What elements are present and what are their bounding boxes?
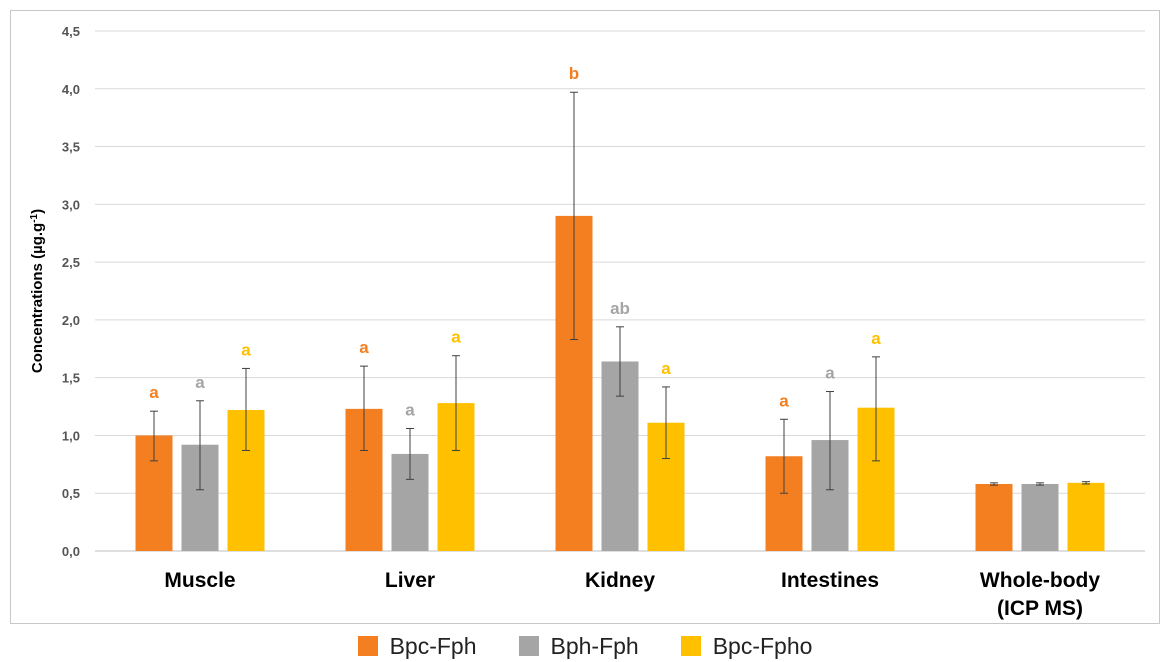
- legend-swatch-bph-fph: [518, 636, 539, 656]
- legend-item-bph-fph: Bph-Fph: [518, 632, 639, 660]
- y-tick-label: 3,5: [62, 140, 80, 155]
- bar: [975, 483, 1013, 551]
- y-tick-label: 3,0: [62, 197, 80, 212]
- legend-item-bpc-fpho: Bpc-Fpho: [680, 632, 813, 660]
- significance-label: a: [149, 383, 159, 402]
- category-label: Kidney: [585, 569, 655, 592]
- significance-label: b: [569, 64, 579, 83]
- y-tick-label: 2,0: [62, 313, 80, 328]
- chart-frame: [10, 10, 1160, 624]
- significance-label: a: [871, 329, 881, 348]
- legend-label-bpc-fpho: Bpc-Fpho: [712, 632, 813, 659]
- y-tick-label: 4,0: [62, 82, 80, 97]
- y-tick-label: 0,0: [62, 544, 80, 559]
- bar: [1067, 482, 1105, 551]
- legend-swatch-bpc-fph: [357, 636, 378, 656]
- category-label: Intestines: [781, 569, 879, 592]
- y-tick-label: 0,5: [62, 486, 80, 501]
- category-label: Liver: [385, 569, 435, 592]
- y-tick-label: 2,5: [62, 255, 80, 270]
- significance-label: a: [241, 340, 251, 359]
- significance-label: a: [359, 338, 369, 357]
- y-axis-title: Concentrations (µg.g-1): [29, 209, 47, 373]
- legend-item-bpc-fph: Bpc-Fph: [357, 632, 477, 660]
- significance-label: a: [405, 401, 415, 420]
- significance-label: a: [195, 373, 205, 392]
- bar: [1021, 483, 1059, 551]
- legend-label-bpc-fph: Bpc-Fph: [389, 632, 477, 659]
- significance-label: a: [661, 359, 671, 378]
- category-label: Whole-body: [980, 569, 1100, 592]
- y-tick-label: 4,5: [62, 24, 80, 39]
- significance-label: ab: [610, 299, 630, 318]
- significance-label: a: [825, 364, 835, 383]
- significance-label: a: [451, 328, 461, 347]
- y-tick-label: 1,0: [62, 428, 80, 443]
- y-tick-label: 1,5: [62, 371, 80, 386]
- category-label: Muscle: [164, 569, 235, 592]
- category-label: (ICP MS): [997, 597, 1083, 620]
- legend-swatch-bpc-fpho: [680, 636, 701, 656]
- legend: Bpc-Fph Bph-Fph Bpc-Fpho: [0, 631, 1170, 661]
- legend-label-bph-fph: Bph-Fph: [550, 632, 639, 659]
- significance-label: a: [779, 391, 789, 410]
- bar-chart: 0,0 0,5 1,0 1,5 2,0 2,5 3,0 3,5 4,0 4,5 Concentrat…: [29, 24, 1145, 620]
